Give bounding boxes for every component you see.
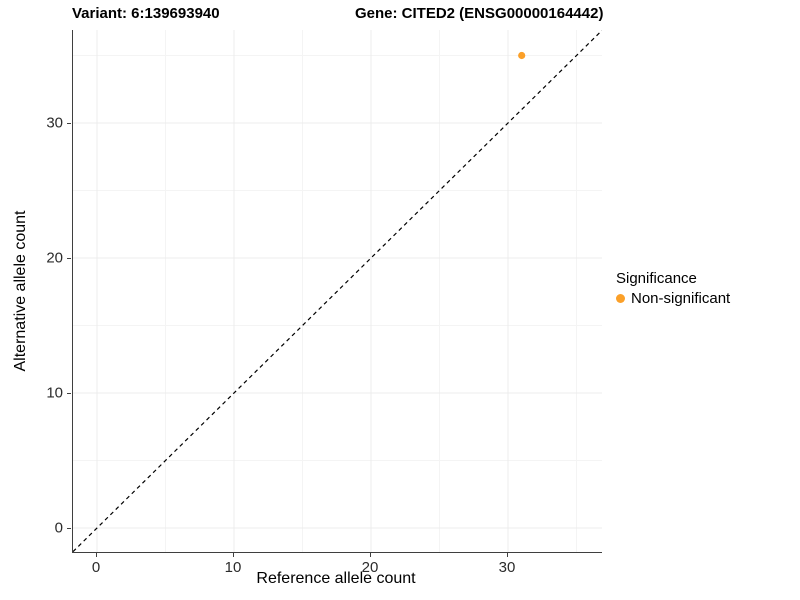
y-tick-mark [67, 123, 71, 124]
legend-item-non-significant: Non-significant [616, 290, 730, 307]
y-tick-label: 0 [54, 519, 63, 537]
variant-title: Variant: 6:139693940 [72, 5, 220, 22]
x-axis-title: Reference allele count [256, 570, 416, 587]
x-tick-label: 0 [91, 559, 101, 576]
legend-item-label: Non-significant [631, 290, 731, 307]
scatter-plot-canvas [73, 30, 602, 552]
x-tick-mark [507, 553, 508, 557]
y-tick-label: 30 [46, 114, 63, 132]
x-tick-mark [96, 553, 97, 557]
x-tick-mark [233, 553, 234, 557]
identity-line [73, 30, 602, 552]
y-tick-mark [67, 258, 71, 259]
legend-title: Significance [616, 270, 697, 287]
x-tick-label: 10 [224, 559, 242, 576]
y-axis-title: Alternative allele count [12, 210, 29, 372]
y-tick-label: 10 [46, 384, 63, 402]
x-tick-label: 30 [498, 559, 516, 576]
x-tick-label: 20 [361, 559, 379, 576]
plot-panel [72, 30, 602, 553]
gene-title: Gene: CITED2 (ENSG00000164442) [355, 5, 604, 22]
x-tick-mark [370, 553, 371, 557]
y-tick-mark [67, 393, 71, 394]
data-point [518, 51, 526, 60]
y-tick-label: 20 [46, 249, 63, 267]
legend-point-icon [616, 294, 625, 303]
y-tick-mark [67, 528, 71, 529]
legend: Significance Non-significant [616, 270, 730, 307]
